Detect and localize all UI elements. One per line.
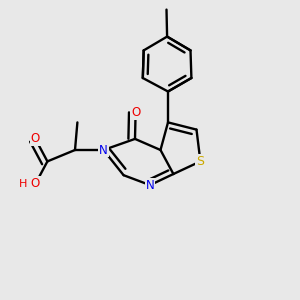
Text: O: O <box>131 106 140 119</box>
Text: O: O <box>31 177 40 190</box>
Text: H: H <box>19 179 27 189</box>
Text: O: O <box>31 132 40 146</box>
Text: S: S <box>196 155 204 168</box>
Text: N: N <box>146 178 154 192</box>
Text: N: N <box>99 143 108 157</box>
